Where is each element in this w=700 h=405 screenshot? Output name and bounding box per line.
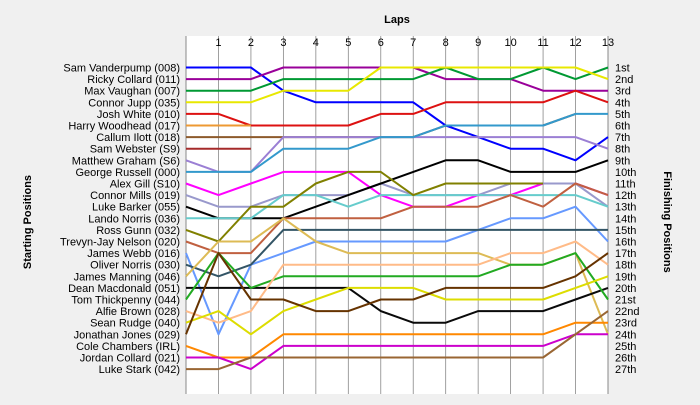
x-tick-label: 7	[410, 37, 416, 49]
starting-position-label: Callum Ilott (018)	[96, 132, 180, 144]
starting-position-label: Trevyn-Jay Nelson (020)	[60, 237, 180, 249]
series-lines	[185, 66, 609, 371]
starting-position-label: James Webb (016)	[87, 248, 180, 260]
x-axis-title: Laps	[384, 14, 410, 26]
series-line	[185, 321, 608, 359]
starting-position-label: Harry Woodhead (017)	[68, 121, 180, 133]
series-line	[186, 286, 609, 324]
x-tick-labels: 1 2 3 4 5 6 7 8 9 10 11 12 13	[215, 37, 614, 49]
finishing-position-label: 14th	[615, 213, 636, 225]
finishing-position-label: 23rd	[615, 318, 637, 330]
finishing-position-label: 7th	[615, 132, 630, 144]
finishing-position-label: 17th	[615, 248, 636, 260]
starting-position-label: Luke Stark (042)	[99, 364, 180, 376]
x-tick-label: 12	[569, 37, 581, 49]
x-tick-label: 6	[378, 37, 384, 49]
starting-position-label: Connor Jupp (035)	[88, 97, 180, 109]
x-tick-label: 11	[537, 37, 548, 49]
finishing-position-label: 10th	[615, 167, 636, 179]
x-tick-label: 9	[475, 37, 481, 49]
series-line	[185, 275, 609, 336]
x-tick-label: 4	[313, 37, 319, 49]
starting-position-label: Sam Webster (S9)	[90, 144, 180, 156]
finishing-position-label: 13th	[615, 202, 636, 214]
finishing-position-label: 11th	[615, 179, 636, 191]
starting-position-label: Jonathan Jones (029)	[74, 329, 180, 341]
starting-position-label: Matthew Graham (S6)	[72, 155, 180, 167]
y-axis-title-right: Finishing Positions	[661, 171, 673, 272]
finishing-position-label: 19th	[615, 271, 636, 283]
finishing-position-label: 26th	[615, 353, 636, 365]
finishing-position-label: 25th	[615, 341, 636, 353]
finishing-position-label: 2nd	[615, 74, 633, 86]
series-line	[186, 112, 608, 173]
starting-position-label: Lando Norris (036)	[88, 213, 180, 225]
y-axis-title-left: Starting Positions	[22, 175, 34, 269]
starting-position-label: Dean Macdonald (051)	[68, 283, 180, 295]
starting-position-label: James Manning (046)	[74, 271, 180, 283]
series-line	[185, 170, 609, 208]
finishing-position-label: 12th	[615, 190, 636, 202]
series-line	[186, 333, 608, 371]
starting-position-label: Cole Chambers (IRL)	[76, 341, 180, 353]
series-line	[185, 159, 609, 220]
starting-position-label: Max Vaughan (007)	[84, 86, 180, 98]
series-line	[185, 182, 609, 255]
series-line	[185, 228, 608, 278]
finishing-position-label: 24th	[615, 329, 636, 341]
series-line	[186, 66, 609, 162]
starting-position-label: Sean Rudge (040)	[90, 318, 180, 330]
starting-position-label: Alfie Brown (028)	[96, 306, 180, 318]
finishing-position-label: 22nd	[615, 306, 639, 318]
series-line	[186, 89, 609, 127]
finishing-position-label: 20th	[615, 283, 636, 295]
starting-position-labels: Sam Vanderpump (008)Ricky Collard (011)M…	[60, 63, 180, 377]
series-line	[185, 252, 609, 335]
starting-position-label: Connor Mills (019)	[90, 190, 180, 202]
finishing-position-label: 8th	[615, 144, 630, 156]
series-line	[186, 66, 609, 92]
x-tick-label: 13	[602, 37, 614, 49]
starting-position-label: Sam Vanderpump (008)	[63, 63, 180, 75]
starting-position-label: Alex Gill (S10)	[110, 179, 180, 191]
x-tick-label: 1	[215, 37, 221, 49]
finishing-position-label: 27th	[615, 364, 636, 376]
finishing-position-label: 5th	[615, 109, 630, 121]
series-line	[186, 310, 609, 371]
x-tick-label: 10	[504, 37, 516, 49]
finishing-position-label: 4th	[615, 97, 630, 109]
series-line	[185, 252, 609, 301]
starting-position-label: Ross Gunn (032)	[96, 225, 180, 237]
series-line	[185, 240, 609, 324]
starting-position-label: Jordan Collard (021)	[80, 353, 180, 365]
starting-position-label: Tom Thickpenny (044)	[71, 295, 180, 307]
starting-position-label: Oliver Norris (030)	[90, 260, 180, 272]
x-tick-label: 2	[248, 37, 254, 49]
x-tick-label: 3	[280, 37, 286, 49]
starting-position-label: George Russell (000)	[75, 167, 180, 179]
series-line	[186, 194, 609, 220]
finishing-position-label: 9th	[615, 155, 630, 167]
finishing-position-label: 18th	[615, 260, 636, 272]
finishing-position-label: 6th	[615, 121, 630, 133]
finishing-position-label: 16th	[615, 237, 636, 249]
series-line	[186, 66, 609, 104]
series-line	[185, 205, 609, 336]
finishing-position-labels: 1st2nd3rd4th5th6th7th8th9th10th11th12th1…	[615, 63, 639, 377]
x-tick-label: 8	[443, 37, 449, 49]
finishing-position-label: 15th	[615, 225, 636, 237]
series-line	[185, 170, 544, 243]
starting-position-label: Luke Barker (055)	[92, 202, 180, 214]
finishing-position-label: 1st	[615, 63, 630, 75]
finishing-position-label: 3rd	[615, 86, 631, 98]
starting-position-label: Josh White (010)	[97, 109, 180, 121]
starting-position-label: Ricky Collard (011)	[87, 74, 180, 86]
x-tick-label: 5	[345, 37, 351, 49]
finishing-position-label: 21st	[615, 295, 636, 307]
